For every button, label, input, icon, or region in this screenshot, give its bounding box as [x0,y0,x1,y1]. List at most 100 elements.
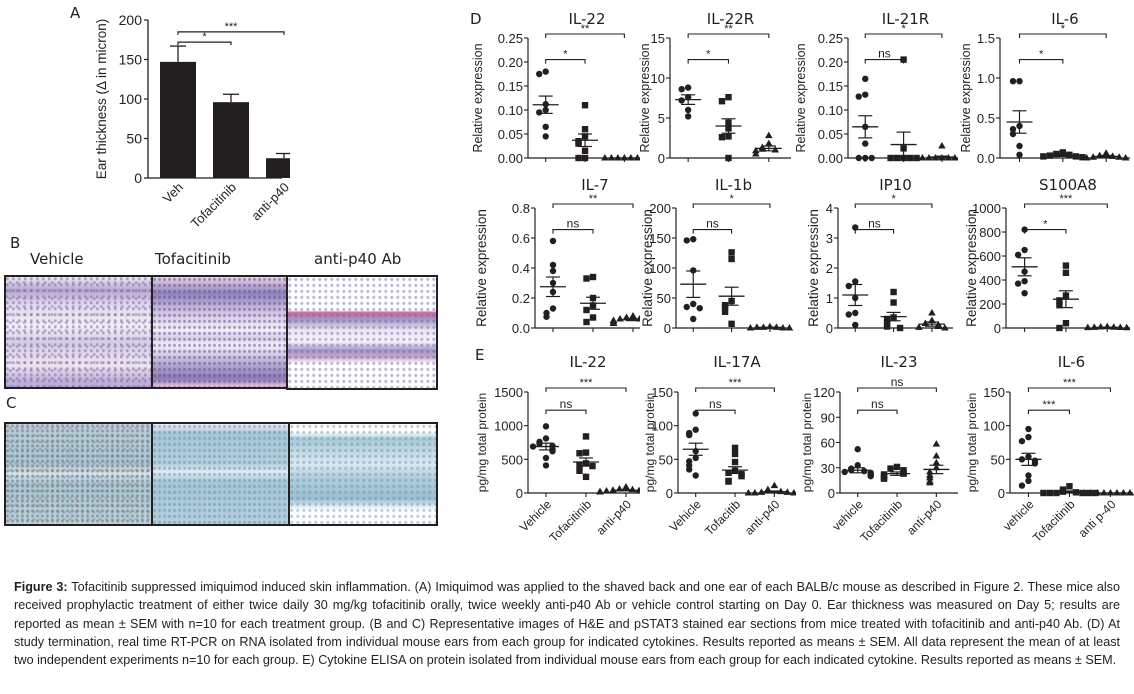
data-point-vehicle [855,93,862,100]
data-point-anti-p40 [932,451,941,459]
y-tick-label: 0.15 [818,79,843,94]
data-point-vehicle [692,472,699,479]
significance-label: * [1043,219,1048,231]
y-tick-label: 60 [821,436,835,451]
data-point-vehicle [1016,78,1023,85]
data-point-anti-p40 [607,154,616,161]
significance-label: ** [581,23,590,35]
data-point-vehicle [852,278,859,285]
data-point-vehicle [852,309,859,317]
data-point-anti-p40 [771,146,780,153]
data-point-vehicle [1009,130,1017,138]
data-point-tofacitinib [725,154,732,162]
data-point-anti-p40 [752,150,760,157]
data-point-vehicle [549,237,557,245]
data-point-anti-p40 [1122,323,1131,331]
data-point-anti-p40 [785,324,794,331]
data-point-vehicle [542,435,550,442]
chart-title: IL-23 [880,353,917,371]
y-tick-label: 0.05 [818,127,843,142]
y-tick-label: 0.8 [512,201,530,216]
significance-bracket [1024,203,1108,208]
data-point-anti-p40 [629,312,637,319]
data-point-anti-p-40 [1100,489,1108,496]
x-tick-label: anti-p40 [248,180,290,224]
significance-bracket [857,387,937,392]
y-tick-label: 90 [821,410,835,425]
x-tick-label: anti-p40 [742,497,783,538]
data-point-tofacitinib [581,154,589,162]
data-point-vehicle [1018,482,1026,489]
significance-bracket [545,33,625,38]
histology-column-vehicle: Vehicle [30,250,84,268]
data-point-vehicle [1021,246,1028,254]
y-tick-label: 120 [813,385,835,400]
y-tick-label: 0.4 [512,261,530,276]
data-point-anti-p40 [1109,323,1118,330]
data-point-vehicle [692,426,699,433]
chart-ear-thickness: 0 50 100 150 200 Ear thickness (Δ in micron) V… [94,12,290,230]
data-point-anti-p40 [1103,322,1112,330]
histology-column-tofacitinib: Tofacitinib [155,250,231,268]
data-point-vehicle [684,84,692,91]
data-point-tofacitinib [887,154,894,162]
y-tick-label: 50 [991,452,1005,467]
data-point-tofacitinib [1053,489,1060,497]
data-point-tofacitinib [581,102,589,109]
data-point-tofacitinib [1072,153,1080,160]
significance-label: * [1061,23,1066,35]
pstat3-image-tofacitinib [151,422,290,526]
y-tick-label: 0.25 [818,31,843,46]
data-point-tofacitinib [731,450,739,458]
chart-title: IL-21R [882,10,929,28]
chart-e-il-6: IL-6 0 50 100 150 pg/mg total protein vehicleT… [965,353,1134,545]
data-point-tofacitinib [731,458,739,466]
data-point-tofacitinib [883,323,891,330]
panel-label-b: B [10,234,21,252]
data-point-vehicle [692,454,699,462]
data-point-anti-p40 [601,154,609,161]
he-image-tofacitinib [151,275,289,389]
significance-bracket [695,409,736,415]
data-point-tofacitinib [893,154,901,162]
y-tick-label: 0 [666,486,673,501]
y-axis-label: Relative expression [640,209,655,327]
chart-title: IL-6 [1058,353,1085,371]
data-point-anti-p40 [596,487,604,495]
y-tick-label: 100 [649,261,671,276]
data-point-anti-p40 [609,319,618,326]
y-tick-label: 600 [979,249,1001,264]
data-point-anti-p-40 [1093,489,1102,496]
he-image-vehicle [4,275,154,389]
data-point-anti-p40 [753,323,761,330]
data-point-tofacitinib [1046,489,1054,497]
data-point-anti-p40 [1082,154,1091,161]
significance-bracket [864,59,905,64]
y-tick-label: 100 [651,419,673,434]
data-point-vehicle [1014,280,1022,287]
x-tick-label: anti-p40 [904,497,945,538]
data-point-vehicle [845,282,852,290]
data-point-vehicle [536,440,543,448]
data-point-vehicle [542,462,550,469]
data-point-tofacitinib [583,306,590,314]
data-point-anti-p40 [1090,323,1099,330]
y-tick-label: 0 [658,151,665,166]
y-tick-label: 0.2 [512,291,530,306]
y-tick-label: 1000 [972,201,1001,216]
y-tick-label: 1.0 [977,71,995,86]
x-tick-label: vehicle [830,497,867,534]
chart-e-il-22: IL-22 0 500 1000 1500 pg/mg total protein Vehi… [475,353,640,545]
data-point-tofacitinib [589,314,597,321]
data-point-tofacitinib [725,478,732,485]
data-point-anti-p40 [746,324,755,331]
data-point-vehicle [542,454,550,462]
chart-title: IL-22 [569,353,606,371]
y-axis-label: Ear thickness (Δ in micron) [94,19,109,180]
caption-label: Figure 3: [14,580,68,594]
chart-d-il-22: IL-22 0.00 0.05 0.10 0.15 0.20 0.25 Relative ex… [471,10,640,166]
data-point-anti-p40 [783,488,792,495]
y-tick-label: 0.6 [512,231,530,246]
data-point-vehicle [690,300,697,308]
